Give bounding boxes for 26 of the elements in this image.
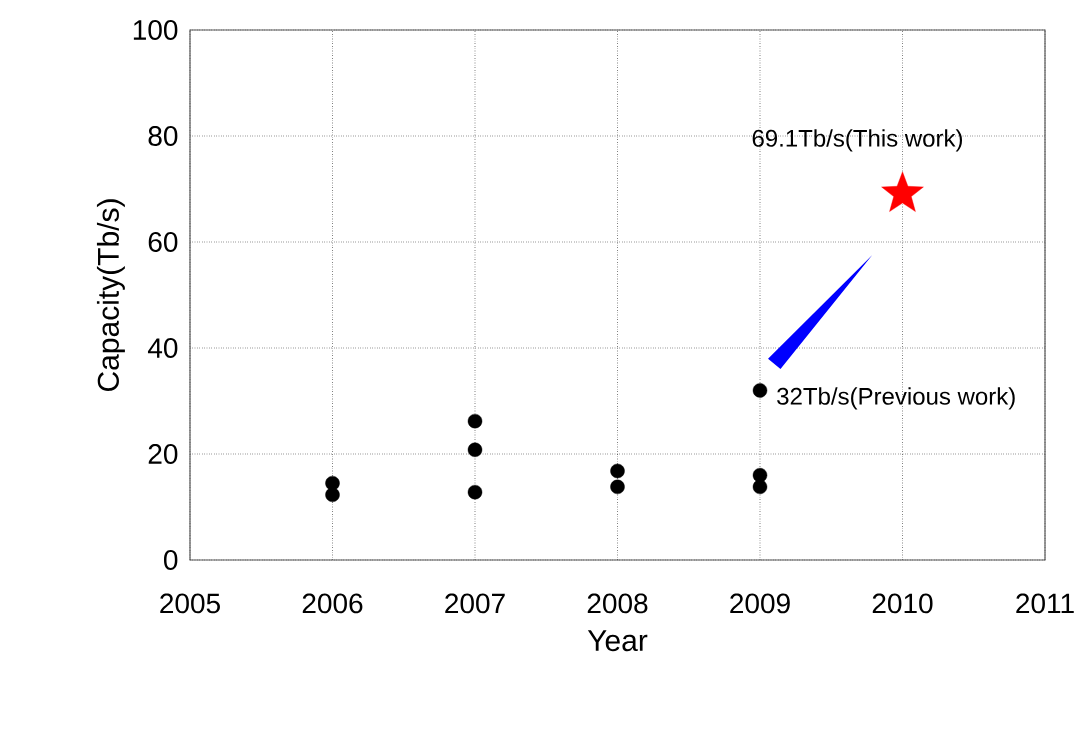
y-tick-label: 100	[133, 20, 178, 40]
y-axis-title: Capacity(Tb/s)	[96, 199, 125, 391]
point	[752, 479, 768, 495]
point	[467, 413, 483, 429]
point	[467, 484, 483, 500]
x-tick-label: 2011	[1016, 593, 1074, 614]
y-tick-label: 40	[147, 338, 178, 358]
point	[610, 463, 625, 479]
point	[467, 442, 483, 457]
annotation: 69.1Tb/s(This work)	[752, 129, 963, 152]
point	[610, 479, 625, 495]
y-tick-label: 0	[164, 550, 178, 570]
y-tick-label: 60	[148, 232, 178, 252]
x-tick-label: 2006	[302, 593, 363, 614]
point	[325, 487, 340, 503]
x-tick-label: 2008	[587, 593, 648, 614]
x-tick-label: 2007	[445, 593, 505, 614]
x-tick-label: 2010	[872, 593, 933, 614]
x-tick-label: 2009	[730, 593, 790, 614]
x-tick-label: 2005	[160, 593, 220, 614]
point	[752, 383, 768, 398]
annotation: 32Tb/s(Previous work)	[777, 387, 1015, 410]
y-tick-label: 20	[148, 444, 178, 464]
point	[881, 171, 924, 212]
x-axis-title: Year	[587, 630, 648, 652]
y-tick-label: 80	[148, 126, 178, 146]
